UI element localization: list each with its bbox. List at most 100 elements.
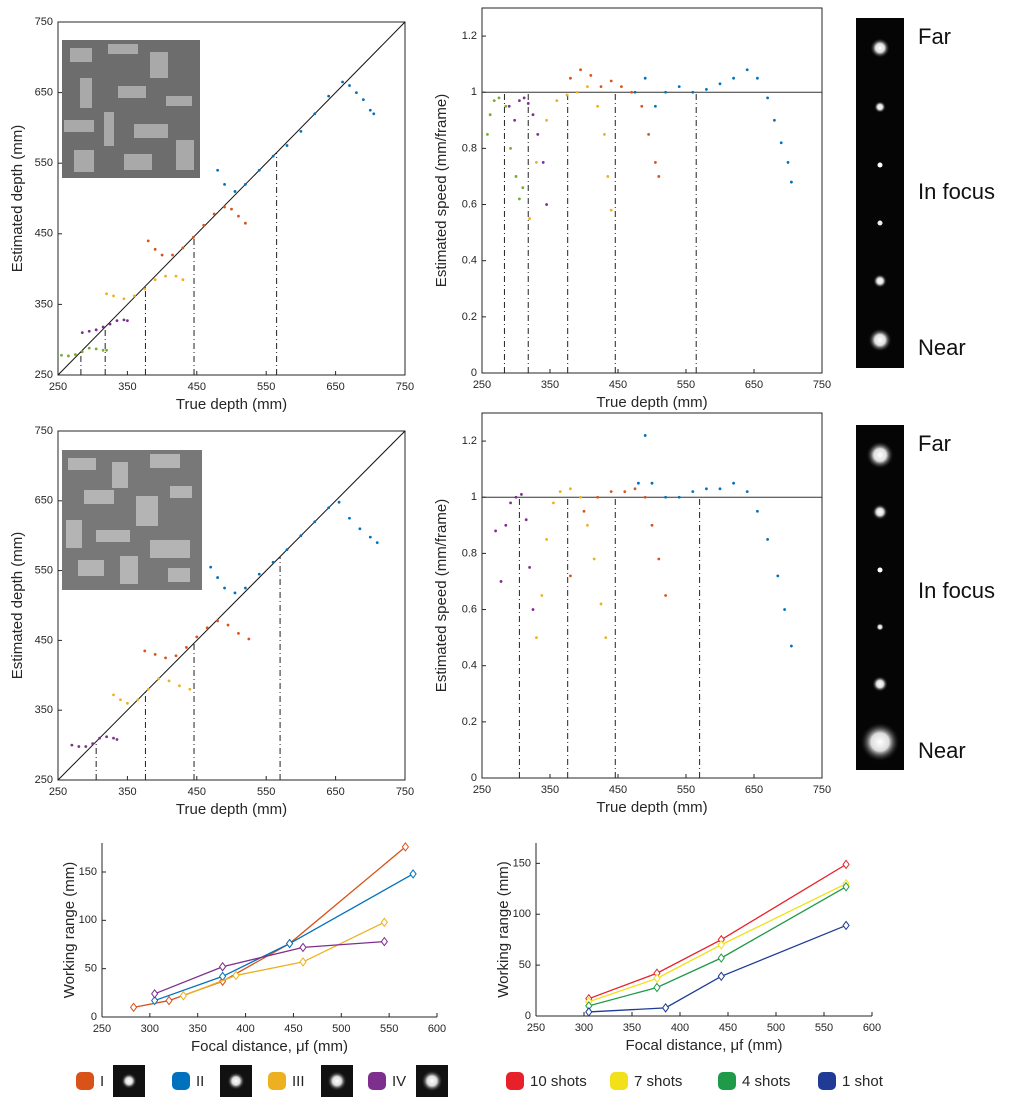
point xyxy=(637,481,640,485)
point xyxy=(509,146,512,150)
point xyxy=(514,175,518,178)
point xyxy=(153,652,157,656)
point xyxy=(174,654,178,658)
point xyxy=(664,90,667,94)
x-tick-label: 550 xyxy=(257,786,275,798)
point xyxy=(705,88,708,91)
point xyxy=(633,90,637,94)
y-tick-label: 550 xyxy=(35,157,53,169)
point xyxy=(691,490,695,494)
point xyxy=(521,186,525,190)
marker xyxy=(661,1003,670,1013)
legend-label: 10 shots xyxy=(530,1073,587,1090)
point xyxy=(355,91,358,94)
point xyxy=(77,745,81,748)
point xyxy=(202,223,206,227)
y-tick-label: 450 xyxy=(35,634,53,646)
point xyxy=(178,684,181,688)
point xyxy=(94,328,98,332)
point xyxy=(257,572,261,576)
x-tick-label: 450 xyxy=(609,379,627,391)
series-line xyxy=(154,940,385,995)
point xyxy=(732,76,735,80)
point xyxy=(643,434,647,437)
point xyxy=(524,518,528,522)
marker xyxy=(129,1002,138,1013)
point xyxy=(368,108,372,112)
plot-frame xyxy=(57,430,406,781)
point xyxy=(766,537,769,541)
point xyxy=(705,487,708,491)
y-tick-label: 550 xyxy=(35,565,53,577)
legend-label: 7 shots xyxy=(634,1073,682,1090)
series-line xyxy=(154,873,414,1002)
x-tick-label: 250 xyxy=(49,786,67,798)
point xyxy=(596,495,599,499)
point xyxy=(337,500,341,504)
point xyxy=(783,608,786,611)
y-axis-label: Working range (mm) xyxy=(495,861,512,997)
point xyxy=(541,161,545,164)
point xyxy=(779,141,783,145)
x-tick-label: 500 xyxy=(767,1022,785,1034)
point xyxy=(545,203,548,206)
marker xyxy=(380,917,388,928)
point xyxy=(94,347,98,351)
point xyxy=(745,68,749,72)
point xyxy=(586,523,589,527)
point xyxy=(599,602,603,606)
identity-line xyxy=(57,21,406,376)
y-tick-label: 0.2 xyxy=(462,716,477,728)
point xyxy=(790,180,793,184)
y-tick-label: 1 xyxy=(471,491,477,503)
point xyxy=(535,636,538,640)
point xyxy=(535,161,538,164)
marker xyxy=(842,859,850,870)
point xyxy=(647,132,650,136)
point xyxy=(569,487,572,491)
point xyxy=(184,645,188,649)
inset-image xyxy=(62,40,200,178)
point xyxy=(313,520,317,524)
x-tick-label: 750 xyxy=(813,784,831,796)
y-tick-label: 0.2 xyxy=(462,311,477,323)
point xyxy=(243,182,247,186)
x-axis-label: True depth (mm) xyxy=(176,396,287,413)
legend-swatch xyxy=(368,1072,386,1090)
point xyxy=(718,487,722,491)
y-tick-label: 100 xyxy=(79,914,97,926)
point xyxy=(504,523,508,527)
point xyxy=(677,85,681,89)
series-line xyxy=(588,883,847,1003)
x-tick-label: 550 xyxy=(677,784,695,796)
y-tick-label: 350 xyxy=(35,704,53,716)
point xyxy=(776,574,780,578)
identity-line xyxy=(57,430,406,781)
y-axis-label: Working range (mm) xyxy=(61,862,78,998)
point xyxy=(216,168,220,172)
point xyxy=(348,84,351,87)
plot-frame xyxy=(57,21,406,376)
point xyxy=(143,287,147,291)
x-tick-label: 450 xyxy=(188,381,206,393)
point xyxy=(592,557,596,561)
y-tick-label: 0 xyxy=(525,1010,531,1022)
y-tick-label: 750 xyxy=(35,16,53,28)
y-tick-label: 50 xyxy=(85,963,97,975)
x-tick-label: 600 xyxy=(428,1023,446,1035)
point xyxy=(604,636,608,640)
point xyxy=(745,490,749,494)
point xyxy=(223,205,226,209)
point xyxy=(650,523,654,527)
marker xyxy=(409,869,417,879)
point xyxy=(313,112,317,116)
y-tick-label: 250 xyxy=(35,369,53,381)
point xyxy=(80,331,84,335)
legend-swatch xyxy=(268,1072,286,1090)
legend-swatch xyxy=(506,1072,524,1090)
point xyxy=(70,743,74,747)
point xyxy=(657,175,661,178)
point xyxy=(528,217,531,220)
point xyxy=(368,535,372,539)
marker xyxy=(151,988,159,999)
